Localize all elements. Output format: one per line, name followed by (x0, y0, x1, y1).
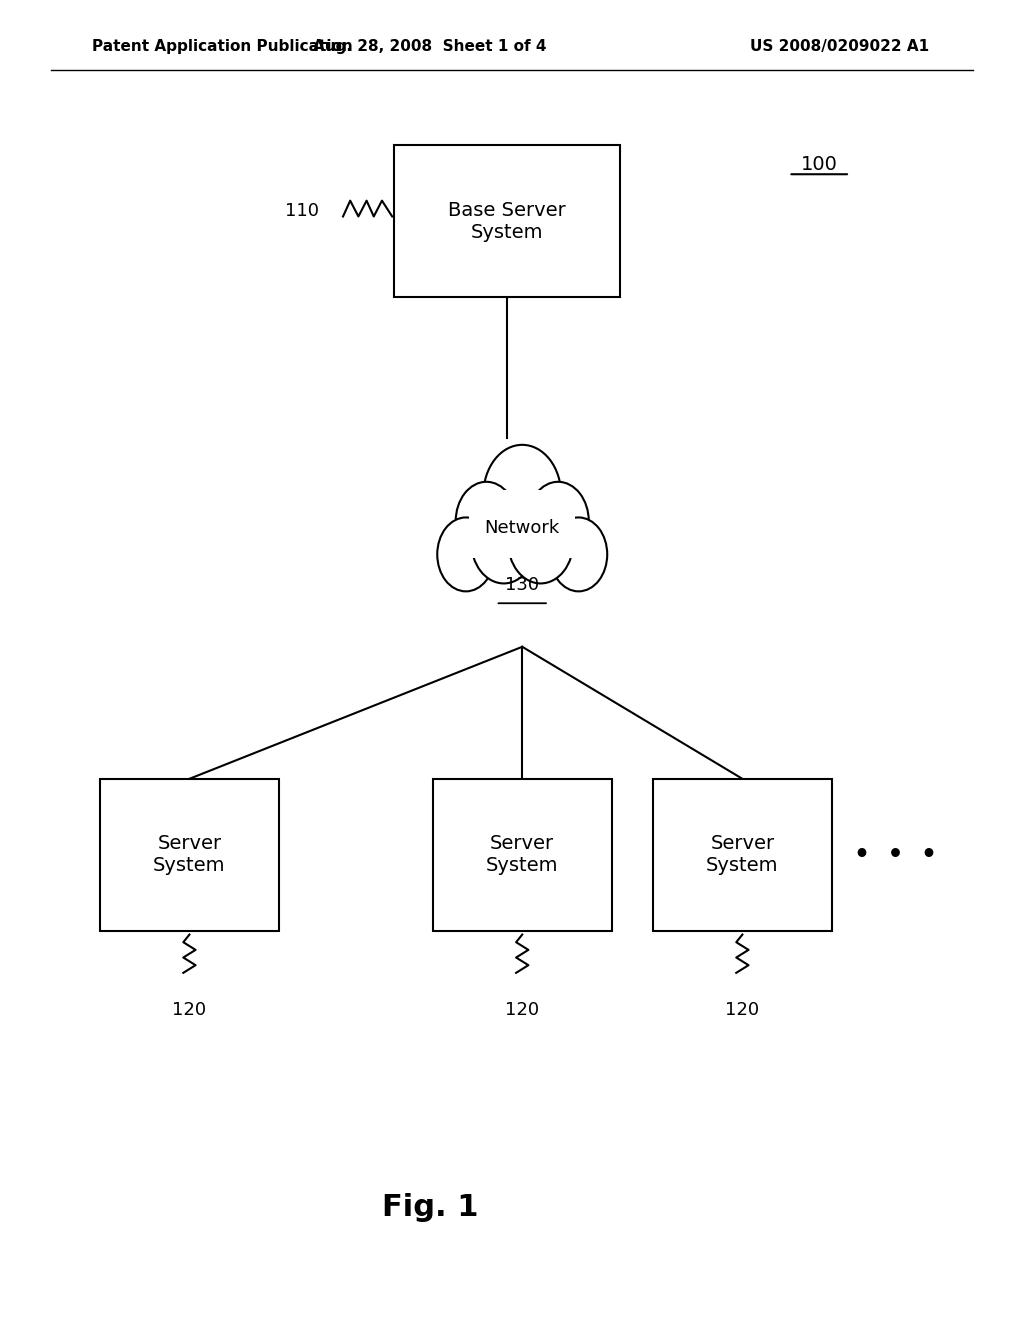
Circle shape (527, 482, 589, 561)
Bar (100, 779, 279, 931)
Circle shape (483, 445, 561, 545)
Text: Base Server
System: Base Server System (449, 201, 565, 242)
Text: 100: 100 (801, 156, 838, 174)
Circle shape (508, 499, 573, 583)
Text: Server
System: Server System (154, 834, 225, 875)
Text: Server
System: Server System (707, 834, 778, 875)
Bar (653, 779, 831, 931)
Text: 110: 110 (285, 202, 319, 220)
Bar (469, 490, 575, 558)
Text: Aug. 28, 2008  Sheet 1 of 4: Aug. 28, 2008 Sheet 1 of 4 (313, 38, 547, 54)
Bar (394, 145, 620, 297)
Circle shape (437, 517, 495, 591)
Text: Network: Network (484, 519, 560, 537)
Bar (461, 535, 584, 574)
Circle shape (471, 499, 537, 583)
Text: US 2008/0209022 A1: US 2008/0209022 A1 (751, 38, 929, 54)
Text: Server
System: Server System (486, 834, 558, 875)
Text: Fig. 1: Fig. 1 (382, 1193, 478, 1222)
Bar (432, 779, 611, 931)
Text: 130: 130 (505, 576, 540, 594)
Circle shape (550, 517, 607, 591)
Text: 120: 120 (725, 1001, 760, 1019)
Text: 120: 120 (172, 1001, 207, 1019)
Text: •  •  •: • • • (854, 842, 938, 867)
Circle shape (456, 482, 517, 561)
Text: Patent Application Publication: Patent Application Publication (92, 38, 353, 54)
Text: 120: 120 (505, 1001, 540, 1019)
